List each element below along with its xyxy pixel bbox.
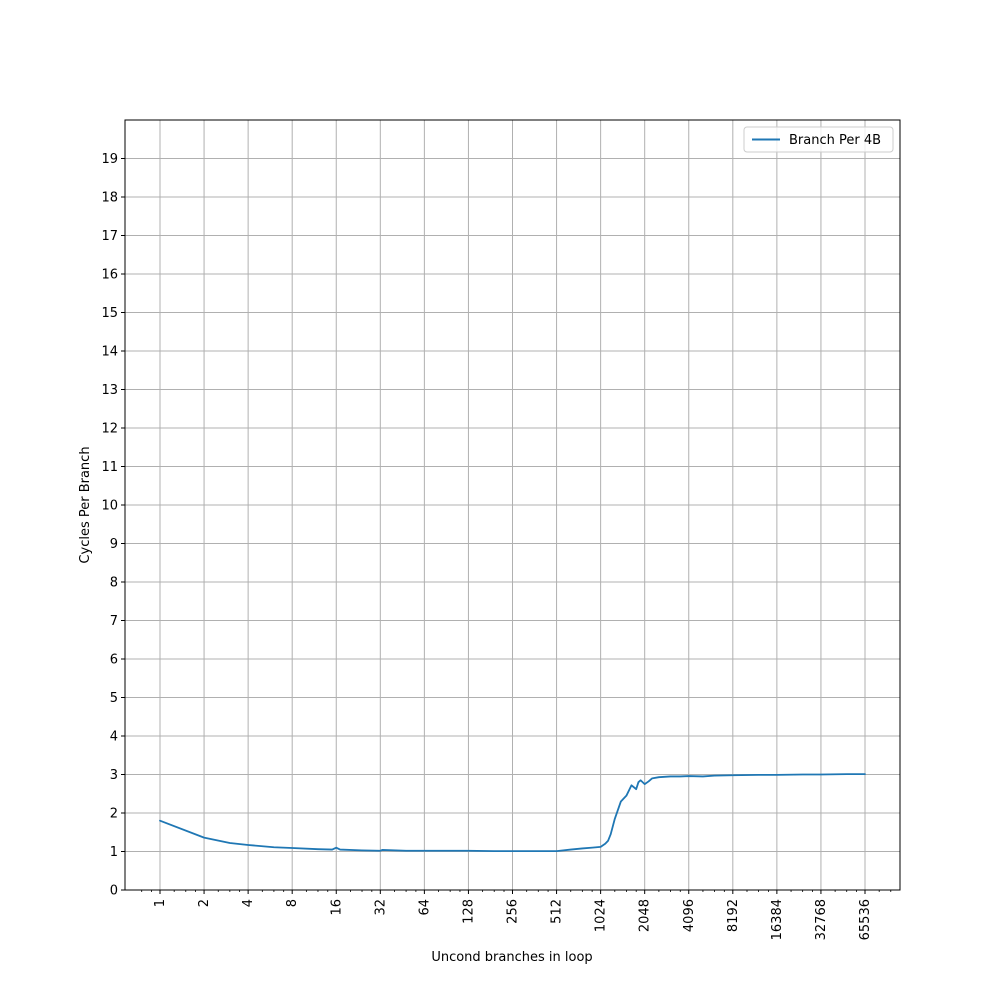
x-tick-label: 4096: [682, 899, 697, 932]
y-tick-label: 9: [110, 537, 118, 552]
x-tick-label: 8192: [726, 899, 741, 932]
y-tick-label: 17: [101, 229, 118, 244]
y-tick-label: 18: [101, 191, 118, 206]
x-tick-label: 512: [550, 899, 565, 924]
x-tick-label: 4: [241, 899, 256, 907]
x-tick-label: 16: [329, 899, 344, 916]
legend: Branch Per 4B: [743, 126, 894, 153]
legend-label: Branch Per 4B: [789, 133, 881, 148]
series-line: [159, 773, 866, 853]
y-tick-label: 11: [101, 460, 118, 475]
x-tick-label: 64: [417, 899, 432, 916]
x-tick-label: 128: [461, 899, 476, 924]
y-tick-label: 3: [110, 768, 118, 783]
y-axis-label: Cycles Per Branch: [78, 446, 93, 563]
y-tick-label: 12: [101, 422, 118, 437]
y-tick-label: 7: [110, 614, 118, 629]
x-tick-label: 32: [373, 899, 388, 916]
x-tick-label: 32768: [814, 899, 829, 940]
x-tick-label: 16384: [770, 899, 785, 940]
y-tick-label: 15: [101, 306, 118, 321]
y-tick-label: 10: [101, 499, 118, 514]
x-axis-label: Uncond branches in loop: [431, 950, 592, 965]
y-tick-label: 4: [110, 730, 118, 745]
x-tick-label: 65536: [858, 899, 873, 940]
y-tick-label: 8: [110, 576, 118, 591]
legend-box: [743, 126, 894, 153]
x-tick-label: 2: [197, 899, 212, 907]
y-tick-label: 19: [101, 152, 118, 167]
y-tick-label: 13: [101, 383, 118, 398]
series-layer: [159, 773, 866, 853]
x-tick-label: 2048: [638, 899, 653, 932]
x-tick-label: 256: [506, 899, 521, 924]
y-tick-label: 0: [110, 884, 118, 899]
y-tick-label: 16: [101, 268, 118, 283]
y-tick-label: 14: [101, 345, 118, 360]
x-axis-ticks: 1 2 4 8 16 32 64 128 256 512 1024 2048 4096 8192 16384…: [153, 890, 873, 940]
y-tick-label: 1: [110, 845, 118, 860]
x-tick-label: 8: [285, 899, 300, 907]
y-tick-label: 2: [110, 807, 118, 822]
y-tick-label: 6: [110, 653, 118, 668]
x-tick-label: 1: [153, 899, 168, 907]
y-tick-label: 5: [110, 691, 118, 706]
x-tick-label: 1024: [594, 899, 609, 932]
